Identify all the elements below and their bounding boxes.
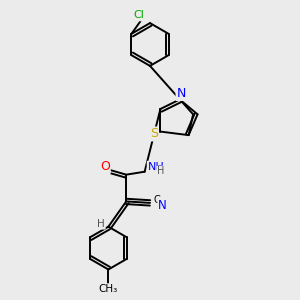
Text: S: S (150, 128, 158, 140)
Text: H: H (97, 219, 105, 229)
Text: N: N (176, 87, 186, 100)
Text: CH₃: CH₃ (99, 284, 118, 294)
Text: N: N (158, 199, 167, 212)
Text: Cl: Cl (134, 11, 144, 20)
Text: H: H (157, 167, 164, 176)
Text: NH: NH (148, 162, 164, 172)
Text: O: O (100, 160, 110, 173)
Text: C: C (154, 195, 160, 205)
